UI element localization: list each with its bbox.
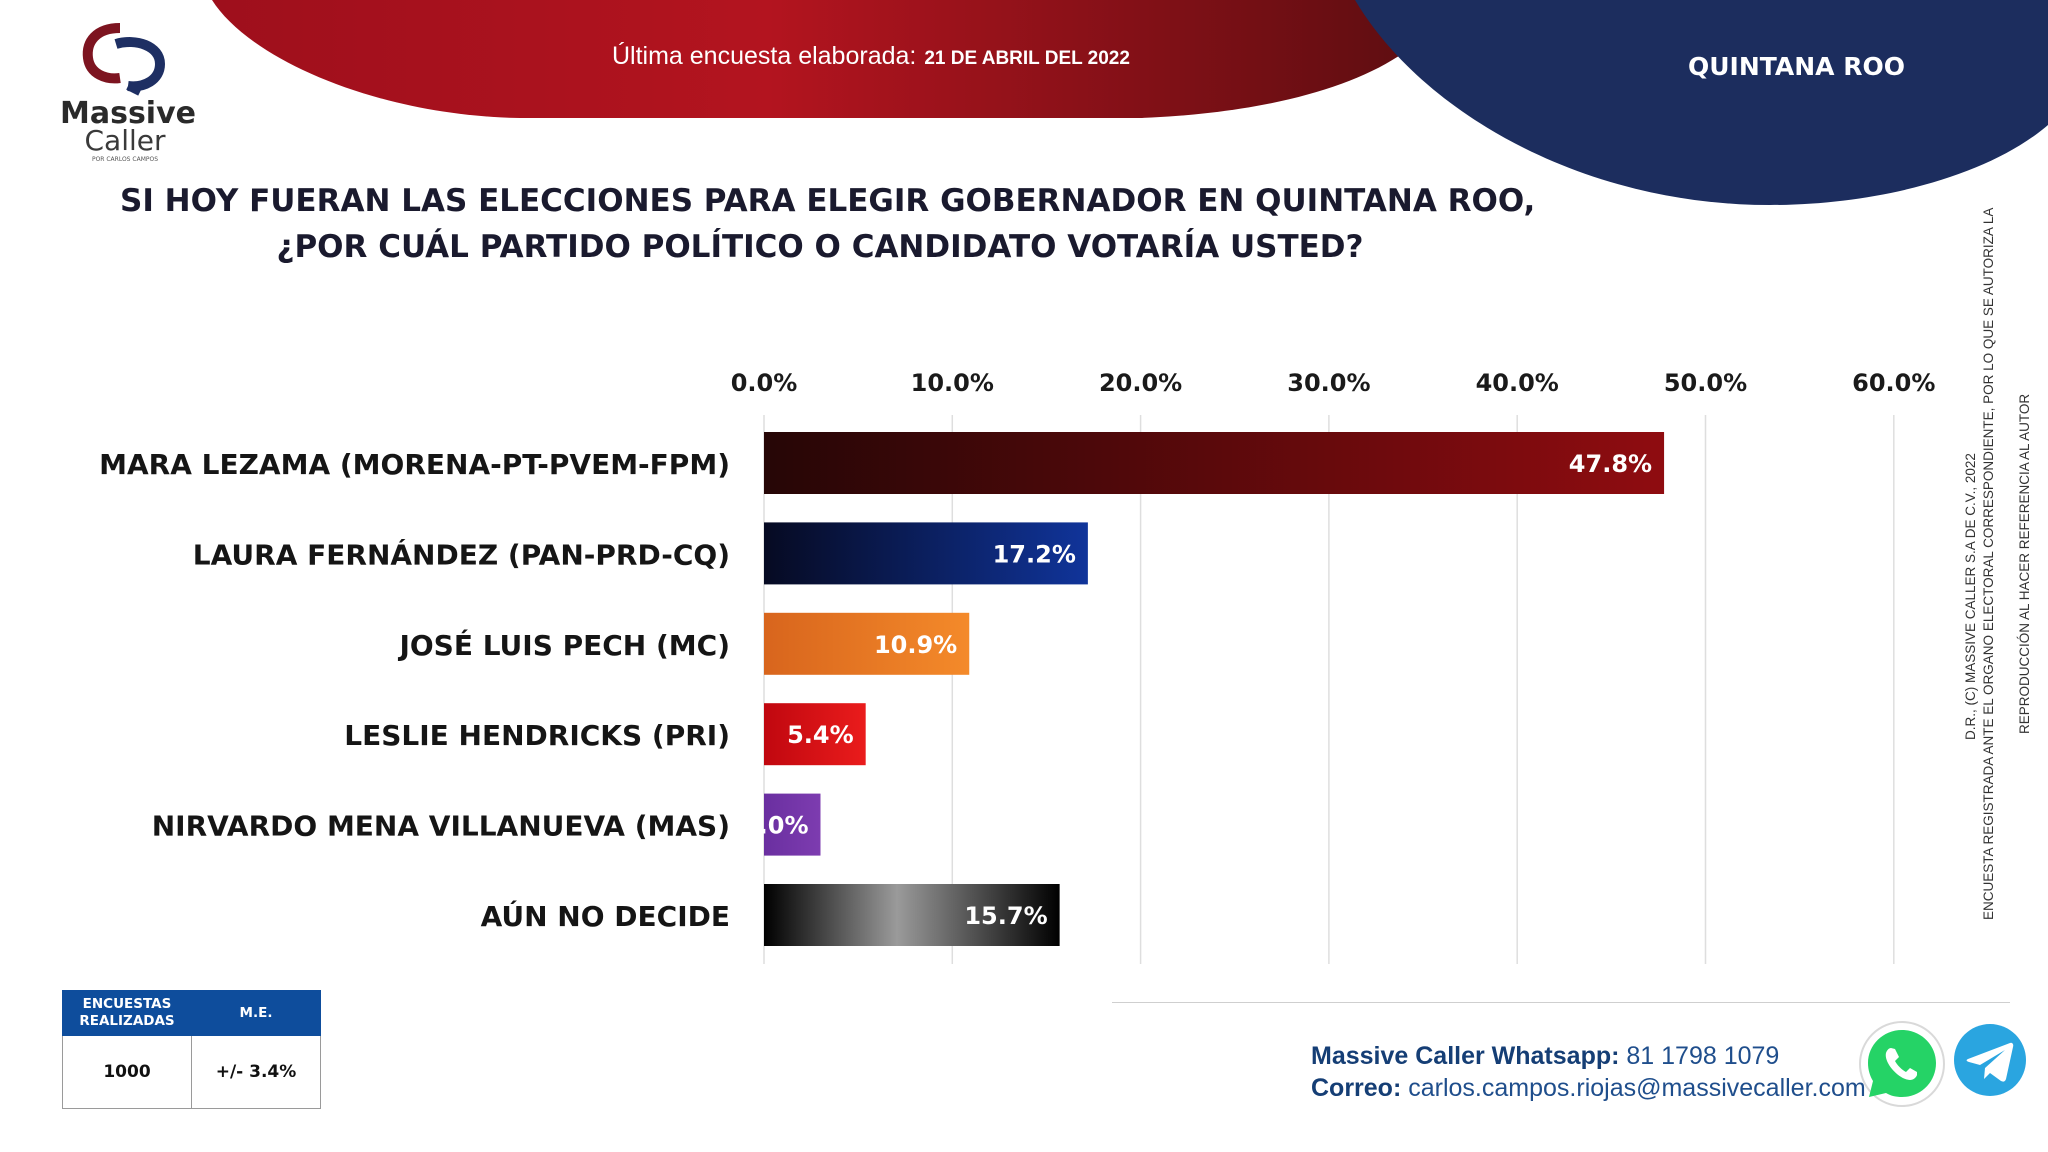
email-address[interactable]: carlos.campos.riojas@massivecaller.com (1408, 1074, 1866, 1102)
copyright-line-registration: ENCUESTA REGISTRADA ANTE EL ORGANO ELECT… (1981, 207, 1996, 920)
question-line-1: SI HOY FUERAN LAS ELECCIONES PARA ELEGIR… (120, 183, 1536, 219)
bar-4 (764, 703, 866, 766)
copyright-line-reproduction: REPRODUCCIÓN AL HACER REFERENCIA AL AUTO… (2017, 393, 2032, 734)
bar-value-label: 17.2% (993, 540, 1076, 568)
category-label: AÚN NO DECIDE (481, 899, 730, 933)
email-label: Correo: (1311, 1074, 1402, 1102)
whatsapp-icon[interactable] (1858, 1020, 1946, 1108)
survey-summary-table: ENCUESTAS REALIZADAS M.E. 1000 +/- 3.4% (62, 990, 321, 1109)
bar-1 (764, 432, 1665, 494)
bar-5 (764, 793, 821, 856)
x-tick-label: 20.0% (1099, 369, 1182, 397)
category-label: LESLIE HENDRICKS (PRI) (344, 719, 730, 752)
x-tick-label: 30.0% (1287, 369, 1370, 397)
value-margin-error: +/- 3.4% (191, 1035, 321, 1109)
bar-value-label: 10.9% (874, 631, 957, 659)
state-label: QUINTANA ROO (1688, 52, 1905, 81)
footer-divider (1112, 1002, 2010, 1003)
survey-date-line: Última encuesta elaborada: 21 DE ABRIL DE… (612, 42, 1130, 71)
whatsapp-label: Massive Caller Whatsapp: (1311, 1042, 1620, 1070)
bar-value-label: 47.8% (1569, 450, 1652, 478)
bar-value-label: 15.7% (964, 902, 1047, 930)
copyright-line-dr: D.R., (C) MASSIVE CALLER S.A DE C.V., 20… (1963, 453, 1978, 740)
logo-wordmark-massive: Massive (60, 96, 196, 131)
header-surveys: ENCUESTAS REALIZADAS (62, 990, 192, 1036)
bar-value-label: 5.4% (787, 721, 854, 749)
category-label: MARA LEZAMA (MORENA-PT-PVEM-FPM) (99, 448, 730, 481)
x-tick-label: 60.0% (1852, 369, 1935, 397)
bar-6 (764, 884, 1060, 946)
whatsapp-number: 81 1798 1079 (1626, 1042, 1780, 1070)
whatsapp-line: Massive Caller Whatsapp: 81 1798 1079 (1311, 1040, 1866, 1072)
value-surveys: 1000 (62, 1035, 192, 1109)
telegram-icon[interactable] (1952, 1022, 2028, 1098)
bar-3 (764, 612, 970, 675)
survey-date: 21 DE ABRIL DEL 2022 (924, 48, 1130, 69)
bars: 47.8% 17.2% 10.9% 5.4% 3.0% 15.7% (742, 432, 1665, 946)
category-label: LAURA FERNÁNDEZ (PAN-PRD-CQ) (193, 537, 730, 571)
header-banner (212, 0, 2048, 205)
email-line: Correo: carlos.campos.riojas@massivecall… (1311, 1072, 1866, 1104)
bar-2 (764, 522, 1088, 585)
x-tick-label: 0.0% (731, 369, 798, 397)
survey-label: Última encuesta elaborada: (612, 42, 917, 70)
gridlines (763, 415, 1895, 964)
category-labels: MARA LEZAMA (MORENA-PT-PVEM-FPM) LAURA FE… (99, 448, 730, 933)
x-tick-label: 50.0% (1664, 369, 1747, 397)
x-tick-label: 40.0% (1476, 369, 1559, 397)
x-tick-label: 10.0% (911, 369, 994, 397)
category-label: JOSÉ LUIS PECH (MC) (397, 628, 730, 662)
question-line-2: ¿POR CUÁL PARTIDO POLÍTICO O CANDIDATO V… (276, 229, 1364, 265)
massive-caller-logo: Massive Caller POR CARLOS CAMPOS (60, 22, 196, 163)
header-margin-error: M.E. (191, 990, 321, 1036)
category-label: NIRVARDO MENA VILLANUEVA (MAS) (152, 810, 730, 843)
logo-wordmark-caller: Caller (84, 124, 166, 157)
contact-block: Massive Caller Whatsapp: 81 1798 1079 Co… (1311, 1040, 1866, 1104)
chart-title: SI HOY FUERAN LAS ELECCIONES PARA ELEGIR… (120, 178, 1536, 270)
bar-value-label: 3.0% (742, 812, 809, 840)
x-axis-ticks: 0.0% 10.0% 20.0% 30.0% 40.0% 50.0% 60.0% (731, 369, 1936, 397)
logo-tagline: POR CARLOS CAMPOS (91, 156, 159, 163)
logo-mark-icon (82, 23, 166, 96)
copyright-note: ENCUESTA REGISTRADA ANTE EL ORGANO ELECT… (1963, 207, 2032, 920)
